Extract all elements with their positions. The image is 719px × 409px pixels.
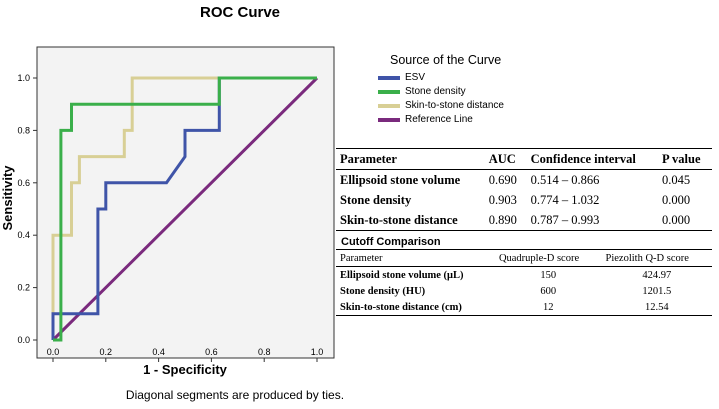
- y-tick-label: 0.0: [17, 335, 30, 345]
- auc-cell-ci: 0.787 – 0.993: [530, 212, 600, 227]
- auc-cell-auc: 0.690: [488, 172, 517, 187]
- y-tick-label: 1.0: [17, 73, 30, 83]
- auc-cell-auc: 0.903: [488, 192, 517, 207]
- auc-cell-auc: 0.890: [488, 212, 517, 227]
- chart-footnote: Diagonal segments are produced by ties.: [125, 388, 345, 402]
- legend-swatch-esv: [378, 75, 400, 80]
- cutoff-cell-quadruple: 150: [540, 269, 557, 281]
- series-line-stone-density: [53, 76, 317, 342]
- table-row: Stone density 0.903 0.774 – 1.032 0.000: [336, 190, 712, 210]
- auc-cell-parameter: Skin-to-stone distance: [340, 212, 458, 227]
- cutoff-header-parameter: Parameter: [340, 252, 383, 264]
- cutoff-cell-quadruple: 600: [540, 285, 557, 297]
- legend-swatch-stone-density: [378, 89, 400, 94]
- series-line-esv: [51, 76, 317, 340]
- auc-cell-p: 0.000: [661, 212, 691, 227]
- auc-cell-parameter: Stone density: [340, 192, 412, 207]
- y-tick-label: 0.6: [17, 178, 30, 188]
- legend-swatch-skin-to-stone: [378, 103, 400, 108]
- cutoff-cell-parameter: Skin-to-stone distance (cm): [340, 301, 462, 313]
- cutoff-header-piezolith: Piezolith Q-D score: [605, 252, 689, 264]
- auc-cell-p: 0.000: [661, 192, 691, 207]
- auc-table: Parameter AUC Confidence interval P valu…: [336, 148, 712, 231]
- auc-cell-ci: 0.514 – 0.866: [530, 172, 600, 187]
- cutoff-cell-piezolith: 1201.5: [642, 285, 672, 297]
- cutoff-cell-parameter: Stone density (HU): [340, 285, 426, 297]
- table-row: Skin-to-stone distance (cm) 12 12.54: [336, 299, 712, 316]
- cutoff-header-quadruple: Quadruple-D score: [498, 252, 580, 264]
- legend-item-esv: ESV: [378, 72, 425, 83]
- series-line-skin-to-stone-distance: [51, 76, 317, 340]
- x-tick-label: 0.4: [152, 347, 165, 357]
- auc-header-parameter: Parameter: [340, 151, 397, 166]
- legend-item-reference-line: Reference Line: [378, 114, 473, 125]
- legend-label-skin-to-stone: Skin-to-stone distance: [405, 100, 504, 111]
- cutoff-cell-quadruple: 12: [542, 301, 554, 313]
- x-axis-label: 1 - Specificity: [143, 362, 228, 377]
- legend-label-reference-line: Reference Line: [405, 114, 473, 125]
- x-tick-label: 0.0: [47, 347, 60, 357]
- legend-title: Source of the Curve: [390, 53, 502, 67]
- legend-item-skin-to-stone: Skin-to-stone distance: [378, 100, 504, 111]
- auc-header-p: P value: [661, 151, 701, 166]
- cutoff-table: Parameter Quadruple-D score Piezolith Q-…: [336, 249, 712, 316]
- auc-table-header-row: Parameter AUC Confidence interval P valu…: [336, 148, 712, 170]
- table-row: Stone density (HU) 600 1201.5: [336, 283, 712, 299]
- cutoff-title: Cutoff Comparison: [341, 236, 441, 248]
- auc-cell-parameter: Ellipsoid stone volume: [340, 172, 461, 187]
- y-tick-label: 0.4: [17, 230, 30, 240]
- table-row: Ellipsoid stone volume (μL) 150 424.97: [336, 267, 712, 284]
- table-row: Skin-to-stone distance 0.890 0.787 – 0.9…: [336, 210, 712, 231]
- auc-cell-ci: 0.774 – 1.032: [530, 192, 600, 207]
- auc-header-ci: Confidence interval: [530, 151, 636, 166]
- cutoff-table-header-row: Parameter Quadruple-D score Piezolith Q-…: [336, 249, 712, 267]
- cutoff-cell-piezolith: 424.97: [642, 269, 672, 281]
- auc-cell-p: 0.045: [661, 172, 691, 187]
- y-axis-label: Sensitivity: [0, 165, 15, 231]
- chart-title: ROC Curve: [199, 4, 281, 21]
- legend-swatch-reference-line: [378, 117, 400, 122]
- x-tick-label: 0.8: [258, 347, 271, 357]
- cutoff-cell-parameter: Ellipsoid stone volume (μL): [340, 269, 464, 281]
- cutoff-cell-piezolith: 12.54: [644, 301, 669, 313]
- table-row: Ellipsoid stone volume 0.690 0.514 – 0.8…: [336, 170, 712, 191]
- x-tick-label: 0.2: [100, 347, 113, 357]
- legend-label-stone-density: Stone density: [405, 86, 466, 97]
- x-tick-label: 1.0: [311, 347, 324, 357]
- y-tick-label: 0.2: [17, 283, 30, 293]
- auc-header-auc: AUC: [488, 151, 516, 166]
- legend-item-stone-density: Stone density: [378, 86, 466, 97]
- x-tick-label: 0.6: [205, 347, 218, 357]
- legend-label-esv: ESV: [405, 72, 426, 83]
- y-tick-label: 0.8: [17, 125, 30, 135]
